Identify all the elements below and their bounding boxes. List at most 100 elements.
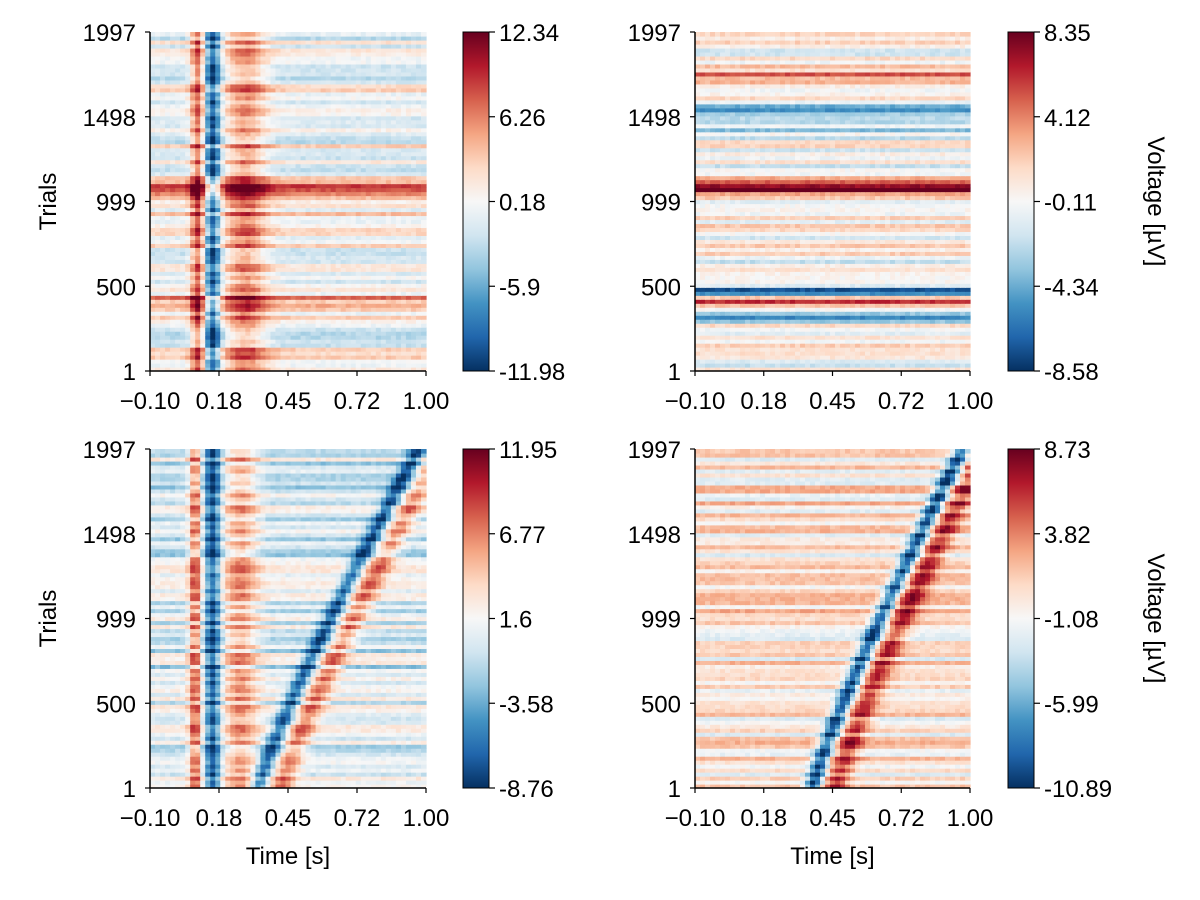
heatmap-cell xyxy=(311,255,317,260)
heatmap-cell xyxy=(240,160,246,165)
heatmap-cell xyxy=(411,200,417,205)
heatmap-cell xyxy=(316,283,322,288)
heatmap-cell xyxy=(291,196,297,201)
heatmap-cell xyxy=(740,363,746,368)
heatmap-cell xyxy=(391,251,397,256)
heatmap-cell xyxy=(356,215,362,220)
heatmap-cell xyxy=(416,88,422,93)
heatmap-cell xyxy=(265,231,271,236)
heatmap-cell xyxy=(326,140,332,145)
heatmap-cell xyxy=(275,319,281,324)
heatmap-cell xyxy=(260,184,266,189)
heatmap-cell xyxy=(845,359,851,364)
heatmap-cell xyxy=(411,76,417,81)
heatmap-cell xyxy=(155,255,161,260)
heatmap-cell xyxy=(331,215,337,220)
heatmap-cell xyxy=(260,156,266,161)
heatmap-cell xyxy=(306,100,312,105)
heatmap-cell xyxy=(421,140,427,145)
heatmap-cell xyxy=(250,255,256,260)
heatmap-cell xyxy=(155,152,161,157)
heatmap-cell xyxy=(416,40,422,45)
heatmap-cell xyxy=(175,223,181,228)
heatmap-cell xyxy=(155,80,161,85)
heatmap-cell xyxy=(386,203,392,208)
heatmap-cell xyxy=(215,84,221,89)
heatmap-cell xyxy=(326,335,332,340)
heatmap-cell xyxy=(150,339,156,344)
heatmap-cell xyxy=(411,291,417,296)
heatmap-cell xyxy=(190,295,196,300)
heatmap-cell xyxy=(235,160,241,165)
heatmap-cell xyxy=(401,299,407,304)
heatmap-cell xyxy=(416,200,422,205)
heatmap-cell xyxy=(235,275,241,280)
heatmap-cell xyxy=(245,335,251,340)
heatmap-cell xyxy=(190,180,196,185)
heatmap-cell xyxy=(275,104,281,109)
heatmap-cell xyxy=(366,96,372,101)
heatmap-cell xyxy=(175,339,181,344)
heatmap-cell xyxy=(170,307,176,312)
heatmap-cell xyxy=(285,283,291,288)
heatmap-cell xyxy=(376,327,382,332)
heatmap-cell xyxy=(291,104,297,109)
heatmap-cell xyxy=(175,239,181,244)
heatmap-cell xyxy=(326,323,332,328)
heatmap-cell xyxy=(406,76,412,81)
heatmap-cell xyxy=(351,263,357,268)
heatmap-cell xyxy=(240,112,246,117)
heatmap-cell xyxy=(195,215,201,220)
heatmap-cell xyxy=(351,295,357,300)
heatmap-cell xyxy=(215,343,221,348)
heatmap-cell xyxy=(296,104,302,109)
heatmap-cell xyxy=(331,331,337,336)
heatmap-cell xyxy=(155,44,161,49)
heatmap-cell xyxy=(346,235,352,240)
heatmap-cell xyxy=(230,116,236,121)
heatmap-cell xyxy=(341,84,347,89)
heatmap-cell xyxy=(230,211,236,216)
heatmap-cell xyxy=(371,343,377,348)
heatmap-cell xyxy=(351,355,357,360)
heatmap-cell xyxy=(210,343,216,348)
heatmap-cell xyxy=(155,311,161,316)
heatmap-cell xyxy=(321,172,327,177)
heatmap-cell xyxy=(356,32,362,37)
heatmap-cell xyxy=(376,215,382,220)
heatmap-cell xyxy=(270,156,276,161)
heatmap-cell xyxy=(406,200,412,205)
heatmap-cell xyxy=(200,176,206,181)
heatmap-cell xyxy=(356,96,362,101)
heatmap-cell xyxy=(411,259,417,264)
heatmap-cell xyxy=(411,164,417,169)
heatmap-cell xyxy=(391,339,397,344)
heatmap-cell xyxy=(165,44,171,49)
heatmap-cell xyxy=(326,307,332,312)
heatmap-cell xyxy=(356,315,362,320)
heatmap-cell xyxy=(170,351,176,356)
heatmap-cell xyxy=(275,355,281,360)
heatmap-cell xyxy=(316,271,322,276)
heatmap-cell xyxy=(346,351,352,356)
heatmap-cell xyxy=(421,176,427,181)
heatmap-cell xyxy=(366,140,372,145)
heatmap-cell xyxy=(396,120,402,125)
heatmap-cell xyxy=(200,271,206,276)
heatmap-cell xyxy=(396,247,402,252)
heatmap-cell xyxy=(200,140,206,145)
heatmap-cell xyxy=(255,259,261,264)
heatmap-cell xyxy=(235,319,241,324)
heatmap-cell xyxy=(356,267,362,272)
heatmap-cell xyxy=(240,128,246,133)
heatmap-cell xyxy=(411,168,417,173)
heatmap-cell xyxy=(411,343,417,348)
heatmap-cell xyxy=(366,231,372,236)
heatmap-cell xyxy=(240,140,246,145)
heatmap-cell xyxy=(215,295,221,300)
heatmap-cell xyxy=(291,80,297,85)
heatmap-cell xyxy=(285,351,291,356)
heatmap-cell xyxy=(336,108,342,113)
heatmap-cell xyxy=(180,267,186,272)
heatmap-cell xyxy=(150,192,156,197)
